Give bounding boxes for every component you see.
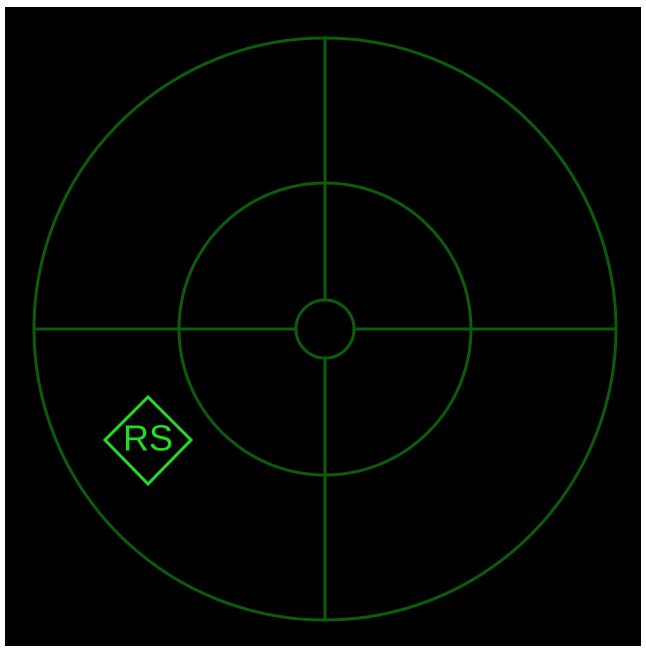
marker-label: RS (123, 418, 173, 459)
marker-diamond (102, 394, 194, 487)
radar-grid (32, 36, 618, 622)
screen (5, 7, 641, 646)
target-marker: RS (102, 394, 194, 487)
